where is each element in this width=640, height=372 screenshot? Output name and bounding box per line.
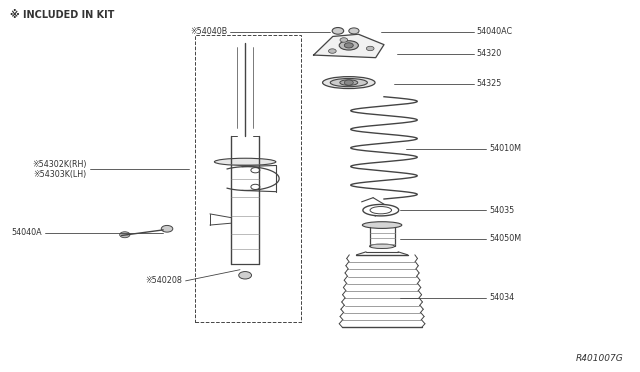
Ellipse shape — [330, 78, 367, 87]
Text: 54050M: 54050M — [490, 234, 522, 243]
Ellipse shape — [369, 244, 395, 248]
Text: ※54040B: ※54040B — [190, 27, 227, 36]
Circle shape — [349, 28, 359, 34]
Text: 54325: 54325 — [477, 79, 502, 88]
Text: ※54302K(RH)
※54303K(LH): ※54302K(RH) ※54303K(LH) — [32, 160, 86, 179]
Ellipse shape — [340, 80, 358, 86]
Text: 54035: 54035 — [490, 206, 515, 215]
Ellipse shape — [323, 77, 375, 89]
Circle shape — [239, 272, 252, 279]
Circle shape — [328, 49, 336, 53]
Circle shape — [340, 38, 348, 42]
Circle shape — [161, 225, 173, 232]
Polygon shape — [314, 34, 384, 58]
Bar — [195, 35, 301, 322]
Text: ※540208: ※540208 — [145, 276, 182, 285]
Ellipse shape — [362, 222, 402, 228]
Ellipse shape — [339, 41, 358, 50]
Circle shape — [344, 43, 353, 48]
Text: ※ INCLUDED IN KIT: ※ INCLUDED IN KIT — [10, 10, 114, 20]
Text: 54040A: 54040A — [11, 228, 42, 237]
Text: 54320: 54320 — [477, 49, 502, 58]
Text: R401007G: R401007G — [576, 354, 624, 363]
Text: 54034: 54034 — [490, 293, 515, 302]
Circle shape — [120, 232, 130, 238]
Circle shape — [366, 46, 374, 51]
Ellipse shape — [214, 158, 276, 166]
Circle shape — [344, 80, 353, 85]
Text: 54010M: 54010M — [490, 144, 522, 153]
Text: 54040AC: 54040AC — [477, 27, 513, 36]
Circle shape — [332, 28, 344, 34]
